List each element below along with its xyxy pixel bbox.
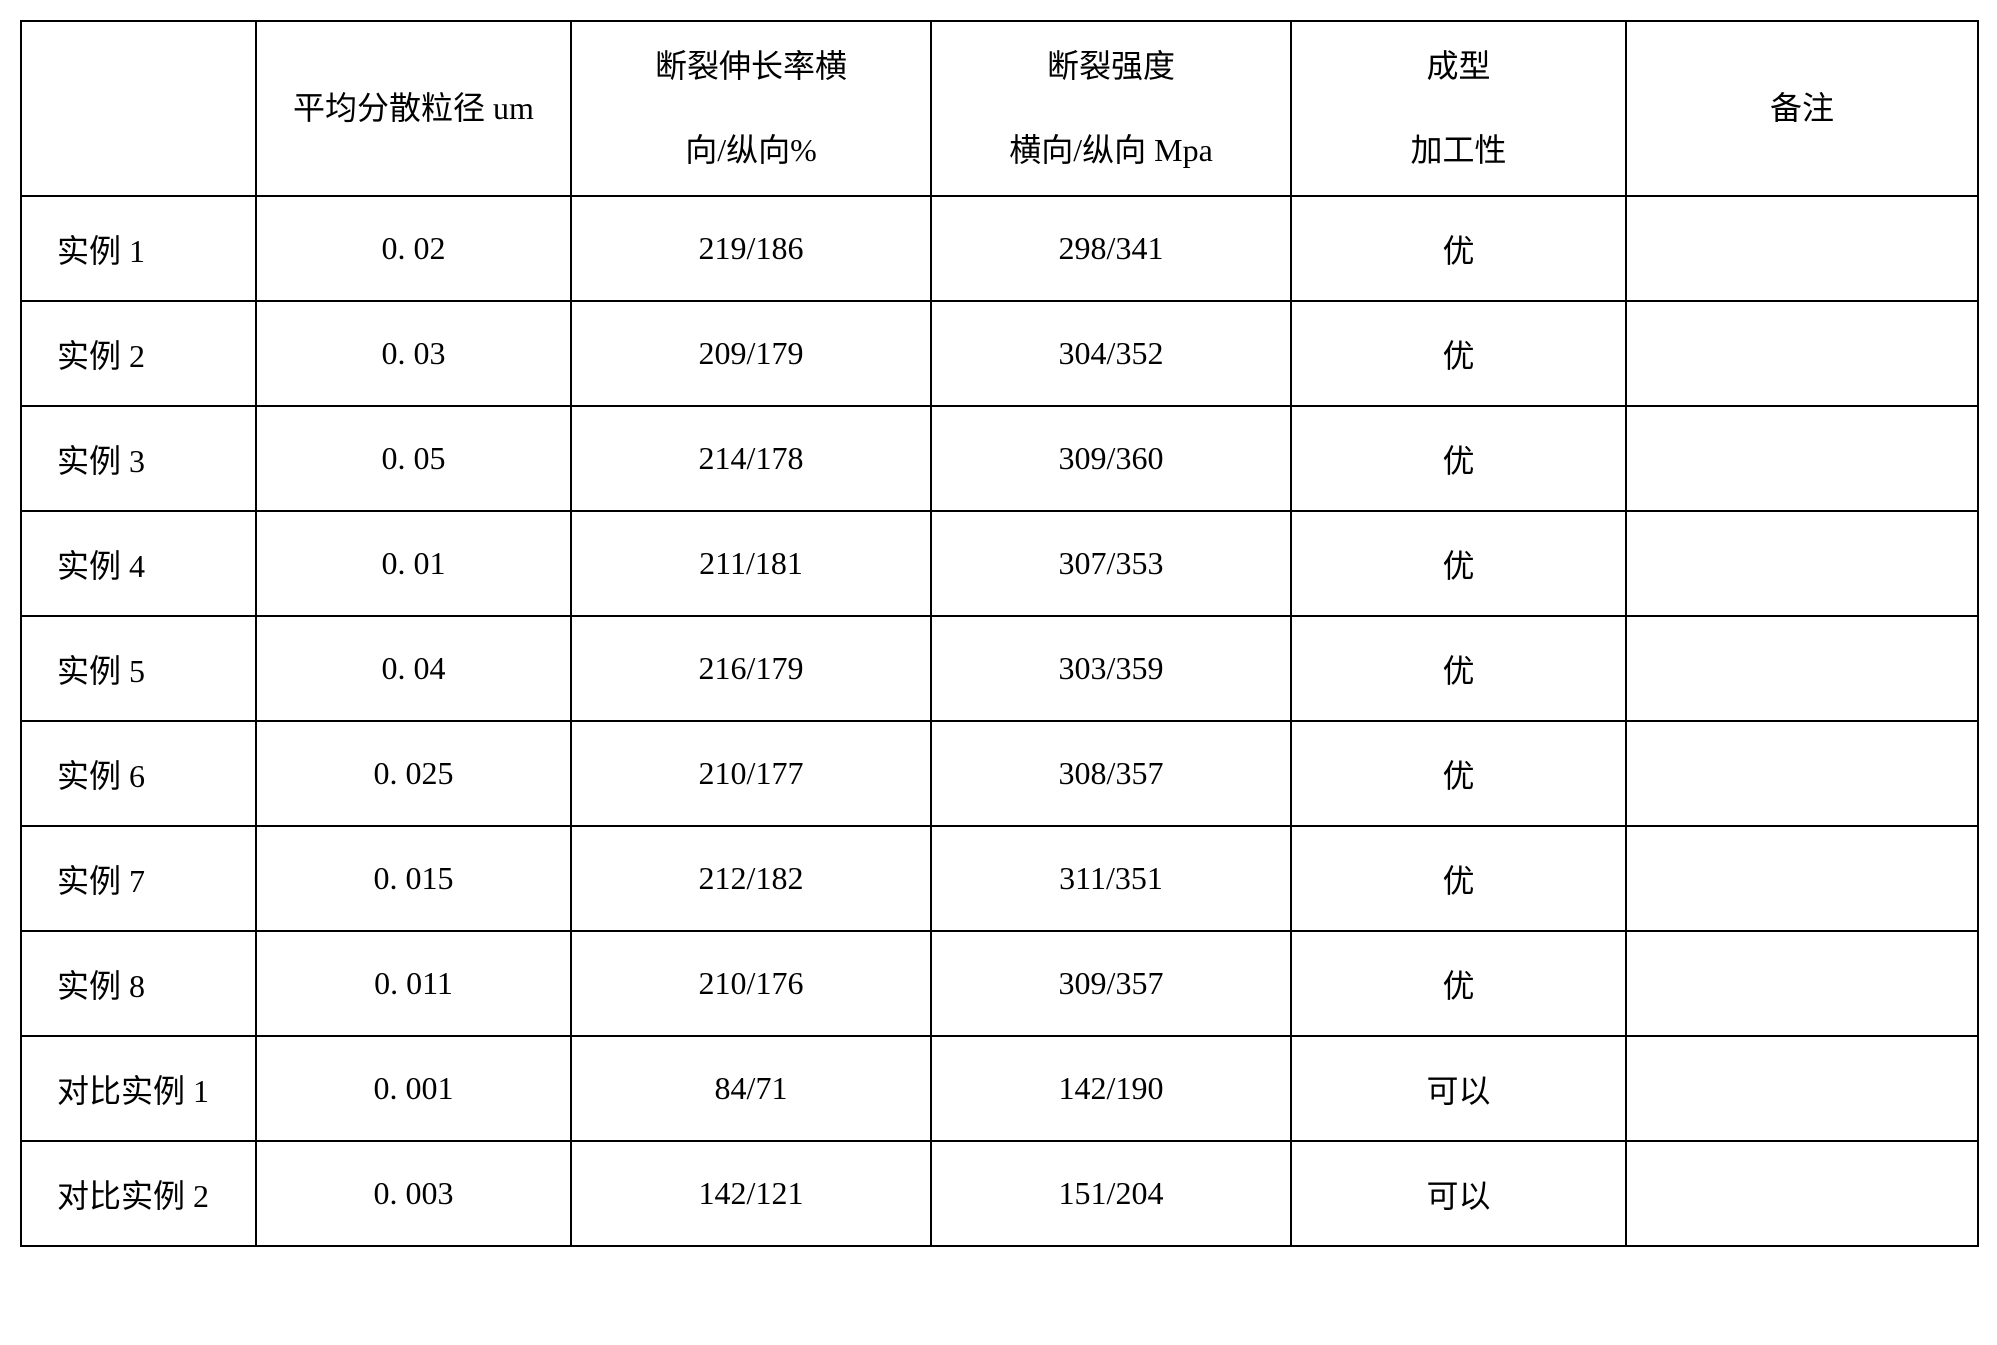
- cell-processability: 优: [1291, 616, 1626, 721]
- cell-elongation: 210/177: [571, 721, 931, 826]
- cell-particle-size: 0. 01: [256, 511, 571, 616]
- cell-processability: 优: [1291, 196, 1626, 301]
- cell-processability: 优: [1291, 511, 1626, 616]
- header-strength-line1: 断裂强度: [932, 25, 1290, 108]
- table-row: 实例 1 0. 02 219/186 298/341 优: [21, 196, 1978, 301]
- cell-label: 实例 8: [21, 931, 256, 1036]
- cell-label: 实例 3: [21, 406, 256, 511]
- cell-remarks: [1626, 931, 1978, 1036]
- header-remarks-line1: 备注: [1627, 67, 1977, 150]
- header-row: 平均分散粒径 um 断裂伸长率横 向/纵向% 断裂强度 横向/纵向 Mpa 成型…: [21, 21, 1978, 196]
- cell-elongation: 214/178: [571, 406, 931, 511]
- header-particle-size-line1: 平均分散粒径 um: [257, 67, 570, 150]
- cell-elongation: 84/71: [571, 1036, 931, 1141]
- header-processability-line1: 成型: [1292, 25, 1625, 108]
- table-body: 实例 1 0. 02 219/186 298/341 优 实例 2 0. 03 …: [21, 196, 1978, 1246]
- header-label: [21, 21, 256, 196]
- header-strength: 断裂强度 横向/纵向 Mpa: [931, 21, 1291, 196]
- table-row: 实例 4 0. 01 211/181 307/353 优: [21, 511, 1978, 616]
- cell-label: 对比实例 2: [21, 1141, 256, 1246]
- cell-elongation: 210/176: [571, 931, 931, 1036]
- cell-particle-size: 0. 011: [256, 931, 571, 1036]
- cell-processability: 可以: [1291, 1141, 1626, 1246]
- cell-particle-size: 0. 04: [256, 616, 571, 721]
- cell-remarks: [1626, 511, 1978, 616]
- cell-strength: 311/351: [931, 826, 1291, 931]
- cell-remarks: [1626, 616, 1978, 721]
- table-row: 对比实例 1 0. 001 84/71 142/190 可以: [21, 1036, 1978, 1141]
- cell-processability: 优: [1291, 721, 1626, 826]
- cell-strength: 298/341: [931, 196, 1291, 301]
- header-processability: 成型 加工性: [1291, 21, 1626, 196]
- cell-particle-size: 0. 05: [256, 406, 571, 511]
- cell-strength: 309/360: [931, 406, 1291, 511]
- cell-remarks: [1626, 1141, 1978, 1246]
- cell-label: 实例 1: [21, 196, 256, 301]
- cell-remarks: [1626, 301, 1978, 406]
- cell-elongation: 212/182: [571, 826, 931, 931]
- cell-processability: 优: [1291, 826, 1626, 931]
- table-row: 实例 2 0. 03 209/179 304/352 优: [21, 301, 1978, 406]
- table-row: 对比实例 2 0. 003 142/121 151/204 可以: [21, 1141, 1978, 1246]
- cell-strength: 307/353: [931, 511, 1291, 616]
- cell-processability: 优: [1291, 301, 1626, 406]
- cell-strength: 308/357: [931, 721, 1291, 826]
- cell-processability: 可以: [1291, 1036, 1626, 1141]
- cell-remarks: [1626, 1036, 1978, 1141]
- table-row: 实例 8 0. 011 210/176 309/357 优: [21, 931, 1978, 1036]
- table-header: 平均分散粒径 um 断裂伸长率横 向/纵向% 断裂强度 横向/纵向 Mpa 成型…: [21, 21, 1978, 196]
- cell-label: 实例 6: [21, 721, 256, 826]
- data-table: 平均分散粒径 um 断裂伸长率横 向/纵向% 断裂强度 横向/纵向 Mpa 成型…: [20, 20, 1979, 1247]
- cell-remarks: [1626, 721, 1978, 826]
- cell-particle-size: 0. 003: [256, 1141, 571, 1246]
- cell-particle-size: 0. 015: [256, 826, 571, 931]
- cell-strength: 304/352: [931, 301, 1291, 406]
- cell-strength: 142/190: [931, 1036, 1291, 1141]
- header-elongation-line2: 向/纵向%: [572, 109, 930, 192]
- cell-label: 实例 7: [21, 826, 256, 931]
- cell-elongation: 211/181: [571, 511, 931, 616]
- cell-elongation: 142/121: [571, 1141, 931, 1246]
- table-row: 实例 7 0. 015 212/182 311/351 优: [21, 826, 1978, 931]
- cell-label: 对比实例 1: [21, 1036, 256, 1141]
- header-remarks: 备注: [1626, 21, 1978, 196]
- cell-processability: 优: [1291, 931, 1626, 1036]
- cell-label: 实例 4: [21, 511, 256, 616]
- cell-label: 实例 5: [21, 616, 256, 721]
- table-row: 实例 3 0. 05 214/178 309/360 优: [21, 406, 1978, 511]
- cell-elongation: 216/179: [571, 616, 931, 721]
- header-elongation-line1: 断裂伸长率横: [572, 25, 930, 108]
- cell-label: 实例 2: [21, 301, 256, 406]
- cell-remarks: [1626, 406, 1978, 511]
- cell-particle-size: 0. 001: [256, 1036, 571, 1141]
- cell-remarks: [1626, 196, 1978, 301]
- header-particle-size: 平均分散粒径 um: [256, 21, 571, 196]
- header-processability-line2: 加工性: [1292, 109, 1625, 192]
- header-strength-line2: 横向/纵向 Mpa: [932, 109, 1290, 192]
- cell-processability: 优: [1291, 406, 1626, 511]
- cell-particle-size: 0. 02: [256, 196, 571, 301]
- cell-strength: 151/204: [931, 1141, 1291, 1246]
- cell-elongation: 219/186: [571, 196, 931, 301]
- cell-elongation: 209/179: [571, 301, 931, 406]
- cell-strength: 303/359: [931, 616, 1291, 721]
- header-elongation: 断裂伸长率横 向/纵向%: [571, 21, 931, 196]
- cell-strength: 309/357: [931, 931, 1291, 1036]
- cell-remarks: [1626, 826, 1978, 931]
- cell-particle-size: 0. 025: [256, 721, 571, 826]
- cell-particle-size: 0. 03: [256, 301, 571, 406]
- table-row: 实例 5 0. 04 216/179 303/359 优: [21, 616, 1978, 721]
- table-row: 实例 6 0. 025 210/177 308/357 优: [21, 721, 1978, 826]
